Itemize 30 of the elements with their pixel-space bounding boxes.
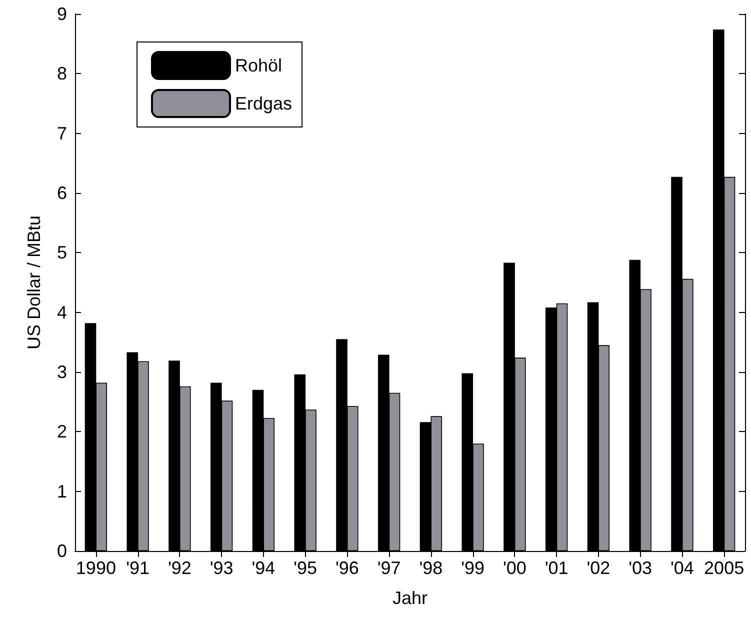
x-tick-label: '99 bbox=[461, 558, 485, 578]
x-tick-label: '93 bbox=[210, 558, 234, 578]
y-tick-label: 3 bbox=[56, 362, 67, 382]
y-tick-label: 6 bbox=[56, 183, 67, 203]
x-tick-label: '91 bbox=[126, 558, 150, 578]
y-tick-label: 0 bbox=[56, 541, 67, 561]
x-tick-label: '04 bbox=[670, 558, 694, 578]
x-tick-label: '94 bbox=[252, 558, 276, 578]
x-tick-label: '96 bbox=[335, 558, 359, 578]
y-axis-title: US Dollar / MBtu bbox=[24, 215, 44, 350]
x-tick-label: '00 bbox=[502, 558, 526, 578]
x-axis-title: Jahr bbox=[392, 588, 428, 608]
y-tick-label: 9 bbox=[56, 4, 67, 24]
y-tick-label: 7 bbox=[56, 123, 67, 144]
y-tick-label: 1 bbox=[56, 481, 67, 502]
y-tick-label: 4 bbox=[56, 302, 67, 322]
x-tick-label: 1990 bbox=[76, 558, 116, 578]
x-tick-label: '02 bbox=[586, 558, 610, 578]
y-tick-label: 8 bbox=[56, 64, 67, 84]
x-tick-label: '03 bbox=[628, 558, 652, 578]
y-tick-label: 2 bbox=[56, 422, 67, 442]
y-tick-label: 5 bbox=[56, 242, 67, 263]
x-tick-label: '01 bbox=[544, 558, 568, 578]
x-tick-label: '97 bbox=[377, 558, 401, 578]
x-tick-label: '95 bbox=[294, 558, 318, 578]
x-tick-label: '98 bbox=[419, 558, 443, 578]
legend-label: Erdgas bbox=[235, 94, 292, 114]
x-tick-label: 2005 bbox=[704, 558, 744, 578]
x-tick-label: '92 bbox=[168, 558, 192, 578]
legend-label: Rohöl bbox=[235, 56, 282, 76]
